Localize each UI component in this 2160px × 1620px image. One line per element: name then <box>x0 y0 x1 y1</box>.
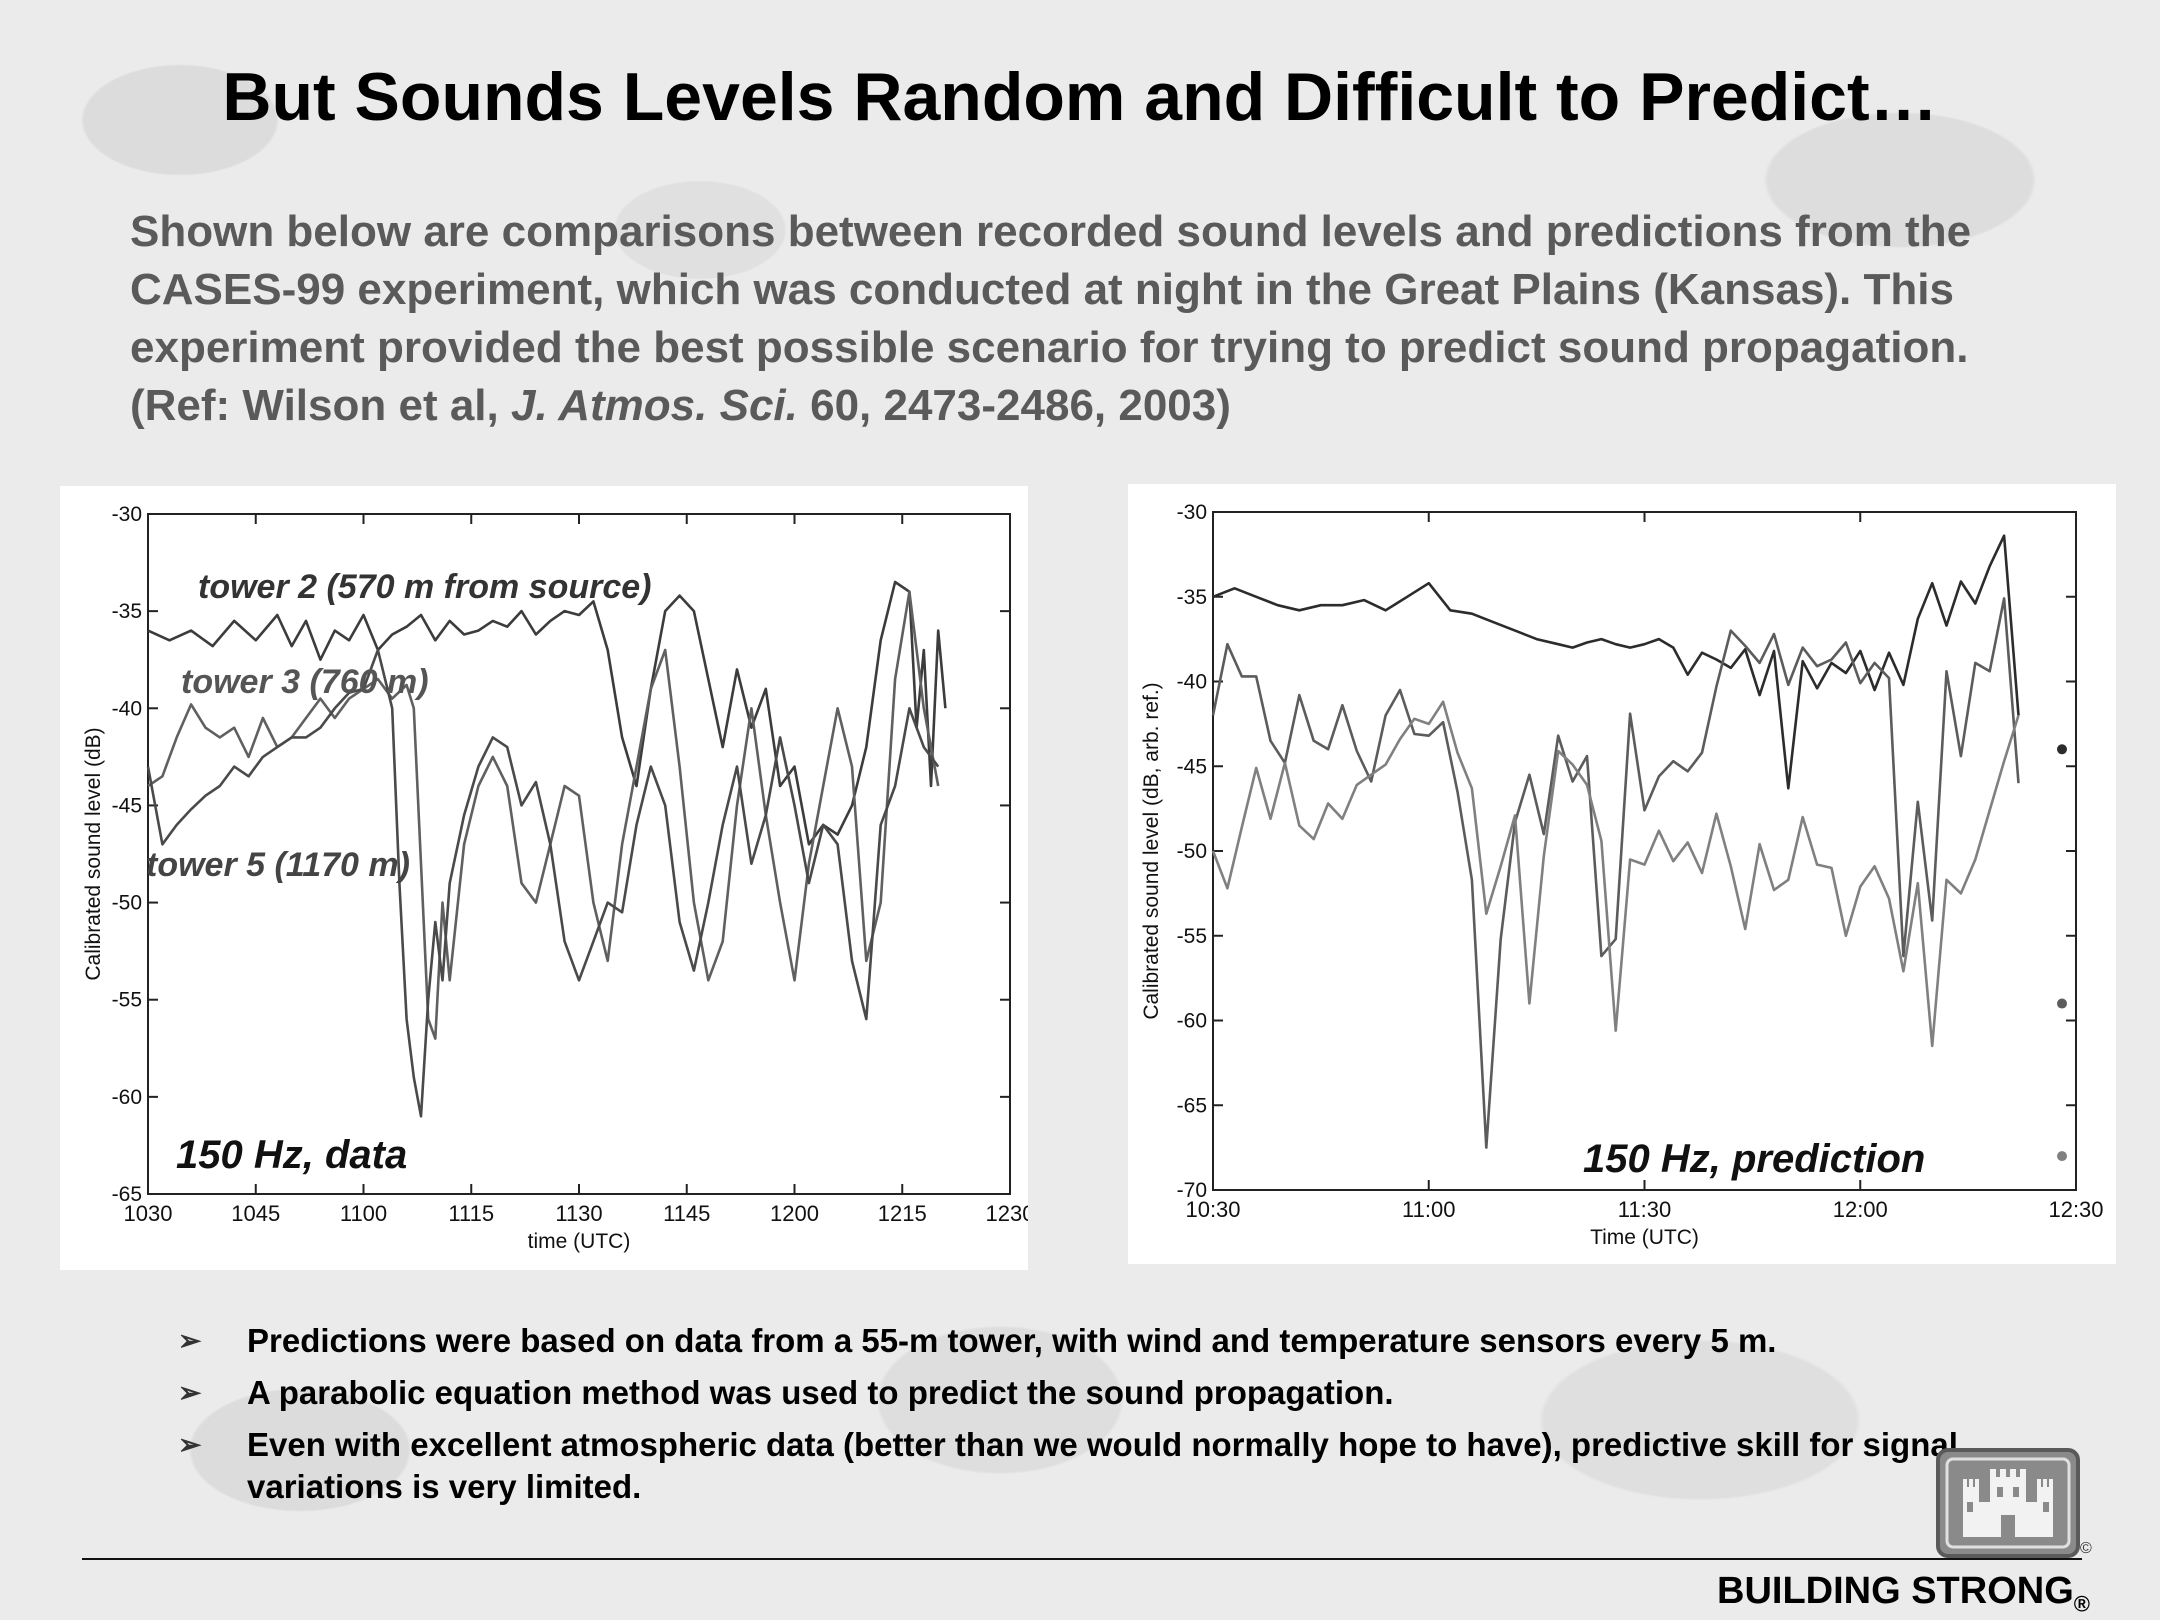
brand-text: BUILDING STRONG <box>1717 1570 2074 1612</box>
series-annotation: tower 3 (760 m) <box>181 663 429 701</box>
y-tick-label: -50 <box>1177 840 1207 863</box>
series-line-3 <box>146 648 940 1118</box>
bullet-list: ➢ Predictions were based on data from a 5… <box>170 1320 1970 1518</box>
x-tick-label: 12:00 <box>1833 1197 1888 1222</box>
intro-text: Shown below are comparisons between reco… <box>130 203 2060 435</box>
bullet-text: Predictions were based on data from a 55… <box>247 1322 1777 1359</box>
x-tick-label: 12:30 <box>2048 1197 2103 1222</box>
y-tick-label: -30 <box>112 503 142 526</box>
y-tick-label: -45 <box>112 794 142 817</box>
series-annotation: tower 5 (1170 m) <box>146 846 410 884</box>
legend-marker <box>2057 1151 2067 1162</box>
castle-logo-icon <box>1936 1448 2080 1558</box>
bullet-text: Even with excellent atmospheric data (be… <box>247 1426 1958 1505</box>
y-tick-label: -55 <box>1177 925 1207 948</box>
bullet-item: ➢ A parabolic equation method was used to… <box>170 1372 1970 1414</box>
y-tick-label: -35 <box>1177 586 1207 609</box>
y-tick-label: -65 <box>112 1183 142 1206</box>
logo-copyright-mark: © <box>2080 1540 2092 1557</box>
y-tick-label: -45 <box>1177 755 1207 778</box>
x-tick-label: 11:00 <box>1402 1197 1455 1222</box>
y-axis-label: Calibrated sound level (dB, arb. ref.) <box>1140 682 1163 1019</box>
intro-main: Shown below are comparisons between reco… <box>130 207 1972 430</box>
bullet-item: ➢ Even with excellent atmospheric data (b… <box>170 1424 1970 1508</box>
series-line-2 <box>1211 597 2020 1149</box>
y-tick-label: -60 <box>1177 1010 1207 1033</box>
x-tick-label: 1115 <box>448 1201 494 1226</box>
intro-tail: 60, 2473-2486, 2003) <box>797 381 1231 430</box>
brand-tagline: BUILDING STRONG® <box>1670 1570 2090 1618</box>
plot-frame <box>1212 511 2077 1191</box>
series-annotation: tower 2 (570 m from source) <box>198 568 651 606</box>
x-tick-label: 10:30 <box>1185 1197 1240 1222</box>
y-tick-label: -40 <box>1177 671 1207 694</box>
y-tick-label: -60 <box>112 1086 142 1109</box>
legend-marker <box>2057 744 2067 755</box>
bullet-arrow-icon: ➢ <box>178 1377 202 1408</box>
footer-divider <box>82 1558 2082 1560</box>
y-tick-label: -55 <box>112 989 142 1012</box>
x-tick-label: 1145 <box>663 1201 710 1226</box>
y-tick-label: -40 <box>112 697 142 720</box>
intro-journal: J. Atmos. Sci. <box>510 381 798 430</box>
x-tick-label: 11:30 <box>1618 1197 1671 1222</box>
bullet-arrow-icon: ➢ <box>178 1325 202 1356</box>
x-axis-label: Time (UTC) <box>1590 1226 1699 1249</box>
panel-label: 150 Hz, prediction <box>1583 1137 1925 1181</box>
series-line-3 <box>1211 700 2020 1048</box>
x-axis-label: time (UTC) <box>528 1230 631 1253</box>
y-tick-label: -70 <box>1177 1179 1207 1202</box>
chart-data-panel: -30 -35 -40 -45 -50 -55 -60 -65 1030 1045 1100 1115… <box>60 486 1028 1270</box>
bullet-item: ➢ Predictions were based on data from a 5… <box>170 1320 1970 1362</box>
bullet-arrow-icon: ➢ <box>178 1429 202 1460</box>
y-tick-label: -50 <box>112 892 142 915</box>
x-tick-label: 1230 <box>986 1201 1028 1226</box>
x-tick-label: 1030 <box>124 1201 173 1226</box>
slide-title: But Sounds Levels Random and Difficult t… <box>222 59 1938 135</box>
series-line-1 <box>147 580 947 846</box>
x-tick-label: 1215 <box>878 1201 927 1226</box>
y-tick-label: -35 <box>112 600 142 623</box>
legend-marker <box>2057 998 2067 1009</box>
registered-mark: ® <box>2073 1591 2090 1617</box>
y-tick-label: -30 <box>1177 501 1207 524</box>
x-tick-label: 1045 <box>231 1201 280 1226</box>
chart-prediction-panel: -30 -35 -40 -45 -50 -55 -60 -65 -70 10:30 11:00 11:… <box>1128 484 2116 1264</box>
x-tick-label: 1130 <box>555 1201 602 1226</box>
panel-label: 150 Hz, data <box>176 1133 407 1177</box>
series-line-1 <box>1212 534 2020 790</box>
bullet-text: A parabolic equation method was used to … <box>247 1374 1394 1411</box>
x-tick-label: 1100 <box>340 1201 387 1226</box>
y-tick-label: -65 <box>1177 1094 1207 1117</box>
y-axis-label: Calibrated sound level (dB) <box>82 727 105 980</box>
x-tick-label: 1200 <box>770 1201 819 1226</box>
